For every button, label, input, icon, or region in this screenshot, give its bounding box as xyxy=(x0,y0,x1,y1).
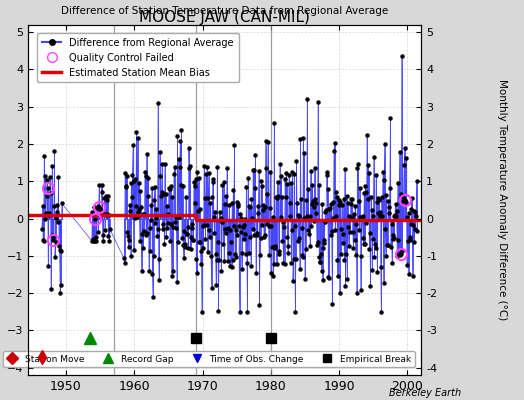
Text: Difference of Station Temperature Data from Regional Average: Difference of Station Temperature Data f… xyxy=(61,6,388,16)
Title: MOOSE JAW (CAN-MIL): MOOSE JAW (CAN-MIL) xyxy=(139,10,310,25)
Text: Berkeley Earth: Berkeley Earth xyxy=(389,388,461,398)
Y-axis label: Monthly Temperature Anomaly Difference (°C): Monthly Temperature Anomaly Difference (… xyxy=(497,79,507,320)
Legend: Station Move, Record Gap, Time of Obs. Change, Empirical Break: Station Move, Record Gap, Time of Obs. C… xyxy=(4,351,414,367)
